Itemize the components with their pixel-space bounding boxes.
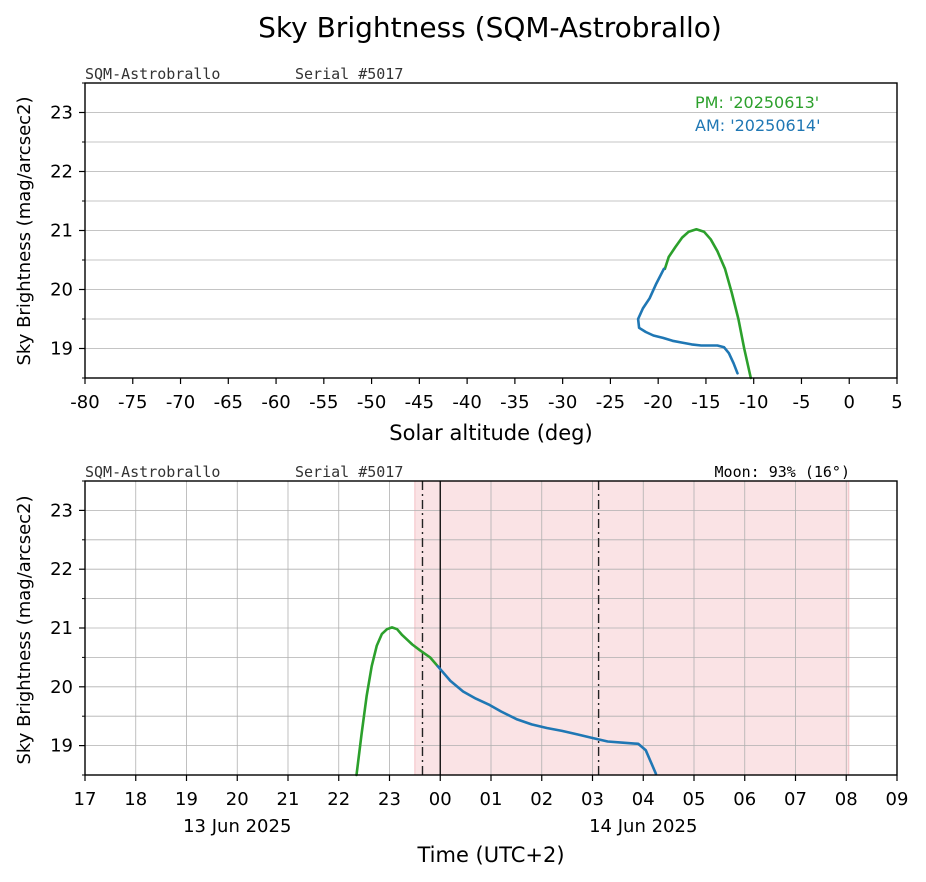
top-series-pm-line — [663, 228, 753, 380]
bot-series-pm-line — [355, 626, 440, 777]
bot-xtick-label: 18 — [124, 789, 147, 810]
bot-xtick-label: 06 — [733, 789, 756, 810]
bot-xtick-label: 19 — [175, 789, 198, 810]
top-xtick-label: -10 — [739, 392, 768, 413]
bot-xtick-label: 02 — [530, 789, 553, 810]
bottom-y-axis-label: Sky Brightness (mag/arcsec2) — [14, 495, 35, 764]
top-xtick-label: -60 — [261, 392, 290, 413]
bot-xtick-label: 21 — [277, 789, 300, 810]
top-x-axis-label: Solar altitude (deg) — [389, 421, 592, 445]
bottom-series-lines — [355, 626, 658, 777]
top-xtick-label: -70 — [166, 392, 195, 413]
top-serial-label: Serial #5017 — [295, 65, 403, 83]
bottom-panel: 19 20 21 22 23 17 18 19 20 21 22 23 00 01 02 03 04 05 06 07… — [14, 463, 908, 867]
bot-xtick-label: 17 — [74, 789, 97, 810]
bot-xtick-label: 23 — [378, 789, 401, 810]
bot-xtick-label: 20 — [226, 789, 249, 810]
top-y-axis-label: Sky Brightness (mag/arcsec2) — [14, 96, 35, 365]
top-xtick-label: -80 — [70, 392, 99, 413]
top-xtick-label: -35 — [500, 392, 529, 413]
top-xtick-label: -5 — [792, 392, 810, 413]
top-xtick-label: -25 — [596, 392, 625, 413]
bottom-serial-label: Serial #5017 — [295, 463, 403, 481]
top-xtick-label: 0 — [844, 392, 855, 413]
top-series-lines — [636, 228, 753, 380]
bot-ytick-label: 19 — [50, 736, 73, 757]
top-ytick-label: 21 — [50, 221, 73, 242]
top-ytick-label: 23 — [50, 103, 73, 124]
bot-series-am-line — [436, 664, 658, 776]
top-xtick-label: -15 — [691, 392, 720, 413]
bot-xtick-label: 04 — [632, 789, 655, 810]
date-label: 14 Jun 2025 — [589, 816, 697, 837]
bot-xtick-label: 05 — [683, 789, 706, 810]
top-series-am-line — [636, 267, 739, 375]
top-xtick-label: -75 — [118, 392, 147, 413]
date-label: 13 Jun 2025 — [183, 816, 291, 837]
bot-xtick-label: 09 — [886, 789, 909, 810]
top-device-label: SQM-Astrobrallo — [85, 65, 220, 83]
top-xtick-label: -45 — [405, 392, 434, 413]
top-xtick-label: -65 — [214, 392, 243, 413]
bot-xtick-label: 08 — [835, 789, 858, 810]
moon-info-label: Moon: 93% (16°) — [715, 463, 850, 481]
top-xtick-label: 5 — [891, 392, 902, 413]
bot-xtick-label: 07 — [784, 789, 807, 810]
bot-xtick-label: 01 — [480, 789, 503, 810]
bot-ytick-label: 20 — [50, 677, 73, 698]
bottom-device-label: SQM-Astrobrallo — [85, 463, 220, 481]
bot-xtick-label: 03 — [581, 789, 604, 810]
top-legend-am: AM: '20250614' — [695, 116, 820, 135]
top-xtick-label: -50 — [357, 392, 386, 413]
bot-ytick-label: 23 — [50, 500, 73, 521]
bot-xtick-label: 00 — [429, 789, 452, 810]
bottom-vertical-markers — [421, 481, 600, 775]
top-xtick-label: -55 — [309, 392, 338, 413]
bot-ytick-label: 22 — [50, 559, 73, 580]
top-ytick-label: 22 — [50, 162, 73, 183]
bottom-x-axis-label: Time (UTC+2) — [416, 843, 564, 867]
top-legend-pm: PM: '20250613' — [695, 93, 819, 112]
bot-xtick-label: 22 — [327, 789, 350, 810]
top-xtick-label: -30 — [548, 392, 577, 413]
bot-ytick-label: 21 — [50, 618, 73, 639]
top-ytick-label: 20 — [50, 280, 73, 301]
figure-title: Sky Brightness (SQM-Astrobrallo) — [258, 11, 722, 44]
bottom-axis-ticks: 19 20 21 22 23 17 18 19 20 21 22 23 00 01 02 03 04 05 06 07… — [50, 480, 909, 837]
top-ytick-label: 19 — [50, 339, 73, 360]
top-xtick-label: -20 — [643, 392, 672, 413]
top-xtick-label: -40 — [452, 392, 481, 413]
